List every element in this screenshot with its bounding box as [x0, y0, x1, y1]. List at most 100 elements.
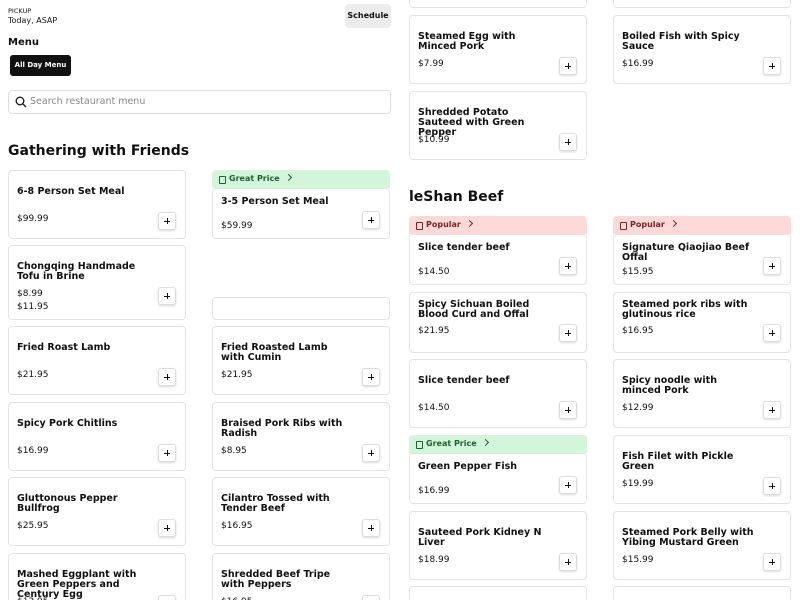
add-button[interactable]: [559, 57, 577, 75]
item-name: 3-5 Person Set Meal: [221, 196, 329, 207]
add-button[interactable]: [559, 133, 577, 151]
item-name: Spicy Pork Chitlins: [17, 418, 118, 429]
add-button[interactable]: [763, 57, 781, 75]
item-name: Spicy noodle with minced Pork: [622, 375, 717, 396]
menu-item-card[interactable]: Shredded Potato Sauteed with Green Peppe…: [409, 91, 587, 160]
item-name: Boiled Fish with Spicy Sauce: [622, 31, 740, 52]
badge-text: Popular: [426, 220, 461, 229]
card-fragment: [613, 0, 791, 8]
item-price: $15.99: [622, 555, 654, 565]
tag-icon: [219, 176, 226, 184]
menu-item-card[interactable]: Boiled Fish with Spicy Sauce $16.99: [613, 15, 791, 84]
add-button[interactable]: [158, 595, 176, 600]
item-name: Shredded Beef Tripe with Peppers: [221, 569, 331, 590]
menu-item-card[interactable]: Fried Roasted Lamb with Cumin $21.95: [212, 326, 390, 395]
add-button[interactable]: [559, 553, 577, 571]
add-button[interactable]: [362, 519, 380, 537]
menu-item-card[interactable]: Steamed pork ribs with glutinous rice $16…: [613, 292, 791, 353]
badge: Popular: [613, 216, 791, 234]
item-name: Braised Pork Ribs with Radish: [221, 418, 343, 439]
add-button[interactable]: [158, 212, 176, 230]
add-button[interactable]: [362, 444, 380, 462]
pickup-label: PICKUP: [8, 7, 32, 15]
item-price: $15.95: [622, 267, 654, 277]
add-button[interactable]: [158, 444, 176, 462]
add-button[interactable]: [158, 368, 176, 386]
item-name: Spicy Sichuan Boiled Blood Curd and Offa…: [418, 299, 530, 320]
add-button[interactable]: [763, 553, 781, 571]
item-price: $21.95: [17, 370, 49, 380]
menu-item-card[interactable]: Spicy Pork Chitlins $16.99: [8, 402, 186, 471]
menu-item-card[interactable]: Chongqing Handmade Tofu in Brine $8.99 $11…: [8, 245, 186, 320]
item-price: $59.99: [221, 221, 253, 231]
add-button[interactable]: [362, 595, 380, 600]
add-button[interactable]: [158, 519, 176, 537]
menu-item-card[interactable]: Gluttonous Pepper Bullfrog $25.95: [8, 477, 186, 546]
section-title: leShan Beef: [409, 189, 504, 205]
item-price: $7.99: [418, 59, 444, 69]
menu-item-card[interactable]: Spicy Sichuan Boiled Blood Curd and Offa…: [409, 292, 587, 353]
menu-item-card[interactable]: Fried Roast Lamb $21.95: [8, 326, 186, 395]
add-button[interactable]: [158, 287, 176, 305]
item-price: $19.99: [622, 479, 654, 489]
menu-item-card[interactable]: Signature Qiaojiao Beef Offal $15.95: [613, 234, 791, 285]
badge-text: Great Price: [229, 174, 280, 183]
item-price: $16.95: [221, 521, 253, 531]
menu-item-card[interactable]: 6-8 Person Set Meal $99.99: [8, 170, 186, 239]
chevron: [284, 173, 292, 182]
add-button[interactable]: [763, 324, 781, 342]
menu-tab[interactable]: All Day Menu: [10, 55, 71, 76]
item-name: Signature Qiaojiao Beef Offal: [622, 242, 750, 263]
menu-item-card[interactable]: Steamed Pork Belly with Yibing Mustard G…: [613, 511, 791, 580]
add-button[interactable]: [362, 368, 380, 386]
badge: Great Price: [212, 170, 390, 188]
badge: Popular: [409, 216, 587, 234]
item-price: $13.95: [17, 597, 49, 600]
pickup-time[interactable]: Today, ASAP: [8, 16, 58, 25]
add-button[interactable]: [763, 257, 781, 275]
section-title: Gathering with Friends: [8, 143, 190, 159]
menu-item-card[interactable]: Slice tender beef $14.50: [409, 359, 587, 428]
item-price: $14.50: [418, 267, 450, 277]
chevron: [669, 219, 677, 228]
menu-item-card[interactable]: Sauteed Pork Kidney N Liver $18.99: [409, 511, 587, 580]
item-price: $10.99: [418, 135, 450, 145]
item-price: $16.95: [622, 326, 654, 336]
add-button[interactable]: [362, 211, 380, 229]
menu-item-card[interactable]: Spicy noodle with minced Pork $12.99: [613, 359, 791, 428]
item-price: $21.95: [418, 326, 450, 336]
menu-item-card[interactable]: 3-5 Person Set Meal $59.99: [212, 188, 390, 239]
item-name: Fish Filet with Pickle Green: [622, 451, 734, 472]
item-price: $21.95: [221, 370, 253, 380]
menu-item-card[interactable]: Fish Filet with Pickle Green $19.99: [613, 435, 791, 504]
add-button[interactable]: [763, 477, 781, 495]
item-price: $8.95: [221, 446, 247, 456]
menu-item-card[interactable]: Shredded Beef Tripe with Peppers $16.95: [212, 553, 390, 600]
add-button[interactable]: [559, 401, 577, 419]
search-box[interactable]: Search restaurant menu: [8, 90, 391, 114]
menu-item-card[interactable]: Cilantro Tossed with Tender Beef $16.95: [212, 477, 390, 546]
item-name: Chongqing Handmade Tofu in Brine: [17, 261, 136, 282]
item-name: Fried Roast Lamb: [17, 342, 111, 353]
menu-item-card[interactable]: Steamed Egg with Minced Pork $7.99: [409, 15, 587, 84]
item-price: $18.99: [418, 555, 450, 565]
add-button[interactable]: [763, 401, 781, 419]
item-name: Fried Roasted Lamb with Cumin: [221, 342, 328, 363]
badge-text: Popular: [630, 220, 665, 229]
menu-item-card[interactable]: Braised Pork Ribs with Radish $8.95: [212, 402, 390, 471]
add-button[interactable]: [559, 324, 577, 342]
item-name: Green Pepper Fish: [418, 461, 518, 472]
menu-item-card[interactable]: Green Pepper Fish $16.99: [409, 453, 587, 504]
card-fragment: [613, 586, 791, 600]
badge-text: Great Price: [426, 439, 477, 448]
add-button[interactable]: [559, 476, 577, 494]
menu-item-card[interactable]: Mashed Eggplant with Green Peppers and C…: [8, 553, 186, 600]
card-fragment: [409, 586, 587, 600]
menu-item-card[interactable]: Slice tender beef $14.50: [409, 234, 587, 285]
item-price: $25.95: [17, 521, 49, 531]
search-placeholder: Search restaurant menu: [30, 96, 146, 107]
schedule-button[interactable]: Schedule: [345, 4, 391, 28]
add-button[interactable]: [559, 257, 577, 275]
item-name: Steamed pork ribs with glutinous rice: [622, 299, 748, 320]
item-name: Steamed Egg with Minced Pork: [418, 31, 516, 52]
